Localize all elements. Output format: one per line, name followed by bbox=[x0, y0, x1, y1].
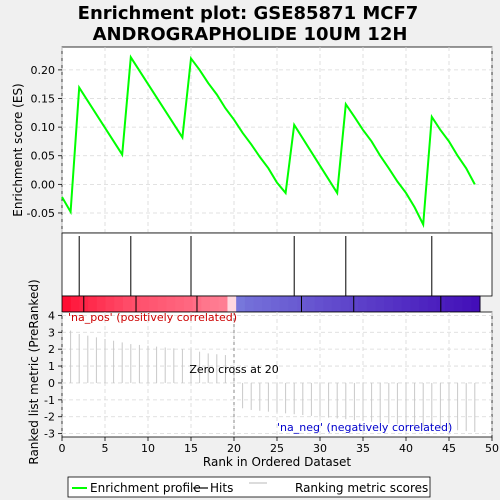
rank-ytick-label: 2 bbox=[48, 343, 55, 356]
rank-ytick-label: 1 bbox=[48, 360, 55, 373]
strip-cell bbox=[253, 296, 263, 312]
strip-cell bbox=[375, 296, 385, 312]
strip-cell bbox=[88, 296, 98, 312]
x-tick-label: 25 bbox=[270, 442, 284, 455]
strip-cell bbox=[183, 296, 194, 312]
strip-cell bbox=[314, 296, 324, 312]
neg-correlated-label: 'na_neg' (negatively correlated) bbox=[277, 421, 452, 434]
x-tick-label: 15 bbox=[184, 442, 198, 455]
legend-label: Ranking metric scores bbox=[295, 481, 428, 495]
rank-ytick-label: -2 bbox=[44, 411, 55, 424]
rank-ytick-label: 3 bbox=[48, 326, 55, 339]
strip-cell bbox=[305, 296, 316, 312]
strip-cell bbox=[427, 296, 437, 312]
strip-cell bbox=[288, 296, 298, 312]
strip-cell bbox=[218, 296, 228, 312]
legend-label: Hits bbox=[210, 481, 233, 495]
strip-cell bbox=[453, 296, 464, 312]
es-ylabel: Enrichment score (ES) bbox=[11, 83, 25, 216]
es-ytick-label: 0.05 bbox=[31, 150, 56, 163]
x-tick-label: 50 bbox=[485, 442, 499, 455]
x-tick-label: 0 bbox=[59, 442, 66, 455]
strip-cell bbox=[122, 296, 133, 312]
strip-cell bbox=[340, 296, 350, 312]
strip-cell bbox=[384, 296, 394, 312]
x-tick-label: 20 bbox=[227, 442, 241, 455]
strip-cell bbox=[149, 296, 159, 312]
es-ytick-label: 0.15 bbox=[31, 93, 56, 106]
hits-panel bbox=[61, 232, 493, 297]
legend-box bbox=[67, 476, 431, 498]
enrichment-profile-line bbox=[61, 54, 476, 229]
es-ytick-label: 0.00 bbox=[31, 178, 56, 191]
strip-cell bbox=[401, 296, 411, 312]
es-ytick-label: 0.20 bbox=[31, 64, 56, 77]
strip-cell bbox=[96, 296, 107, 312]
strip-cell bbox=[210, 296, 220, 312]
strip-cell bbox=[244, 296, 255, 312]
rank-ytick-label: 4 bbox=[48, 309, 55, 322]
legend-label: Enrichment profile bbox=[90, 481, 201, 495]
strip-cell bbox=[201, 296, 211, 312]
strip-cell bbox=[331, 296, 342, 312]
x-tick-label: 30 bbox=[313, 442, 327, 455]
strip-cell bbox=[236, 296, 246, 312]
strip-cell bbox=[358, 296, 368, 312]
strip-cell bbox=[471, 296, 481, 312]
strip-cell bbox=[279, 296, 289, 312]
strip-cell bbox=[175, 296, 185, 312]
x-axis-label: Rank in Ordered Dataset bbox=[203, 455, 351, 469]
x-tick-label: 45 bbox=[442, 442, 456, 455]
strip-cell bbox=[419, 296, 429, 312]
ranking-panel bbox=[61, 311, 493, 438]
x-tick-label: 35 bbox=[356, 442, 370, 455]
strip-cell bbox=[157, 296, 167, 312]
rank-ytick-label: -3 bbox=[44, 428, 55, 441]
strip-cell bbox=[105, 296, 115, 312]
rank-ylabel: Ranked list metric (PreRanked) bbox=[27, 279, 41, 464]
strip-cell bbox=[227, 296, 237, 312]
strip-cell bbox=[166, 296, 176, 312]
pos-correlated-label: 'na_pos' (positively correlated) bbox=[68, 311, 237, 324]
x-tick-label: 5 bbox=[102, 442, 109, 455]
chart-title-line2: ANDROGRAPHOLIDE 10UM 12H bbox=[93, 24, 408, 45]
strip-cell bbox=[62, 296, 72, 312]
rank-ytick-label: 0 bbox=[48, 377, 55, 390]
strip-cell bbox=[410, 296, 420, 312]
strip-cell bbox=[323, 296, 333, 312]
chart-title-line1: Enrichment plot: GSE85871 MCF7 bbox=[78, 3, 419, 24]
rank-ytick-label: -1 bbox=[44, 394, 55, 407]
strip-cell bbox=[70, 296, 80, 312]
strip-cell bbox=[392, 296, 403, 312]
strip-cell bbox=[462, 296, 472, 312]
strip-cell bbox=[262, 296, 272, 312]
x-tick-label: 40 bbox=[399, 442, 413, 455]
strip-cell bbox=[114, 296, 124, 312]
es-ytick-label: -0.05 bbox=[27, 207, 55, 220]
strip-cell bbox=[140, 296, 150, 312]
strip-cell bbox=[366, 296, 376, 312]
strip-cell bbox=[445, 296, 455, 312]
es-ytick-label: 0.10 bbox=[31, 121, 56, 134]
x-tick-label: 10 bbox=[141, 442, 155, 455]
zero-cross-label: Zero cross at 20 bbox=[189, 363, 278, 376]
strip-cell bbox=[271, 296, 281, 312]
